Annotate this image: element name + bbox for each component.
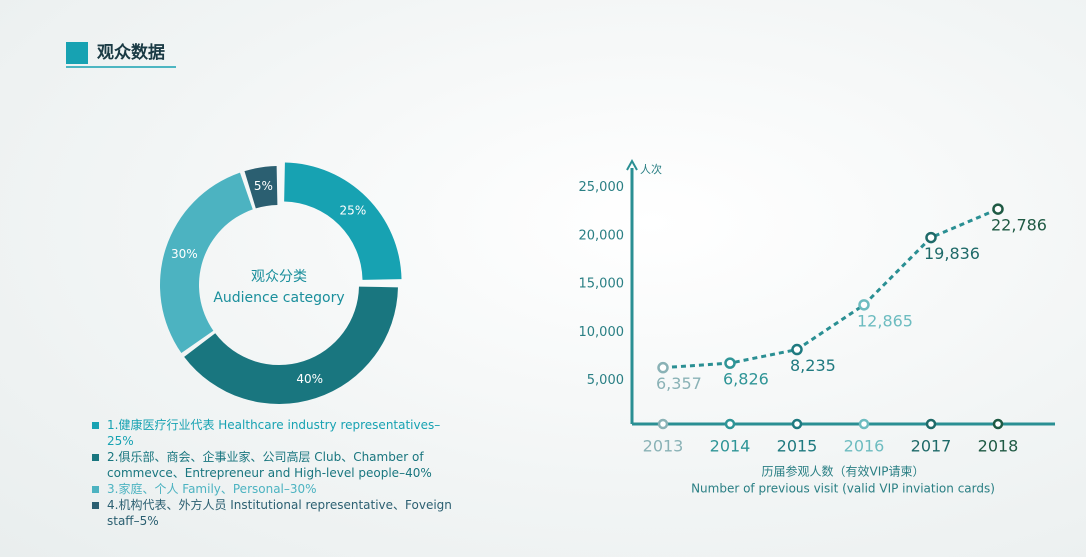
value-label: 6,357	[656, 374, 702, 393]
legend-swatch	[92, 454, 99, 461]
legend-entry: 4.机构代表、外方人员 Institutional representative…	[92, 497, 512, 529]
donut-segment	[284, 162, 402, 280]
x-axis-marker	[724, 418, 736, 430]
x-axis-marker	[791, 418, 803, 430]
x-axis-marker	[925, 418, 937, 430]
data-point	[791, 343, 803, 356]
legend-entry: 3.家庭、个人 Family、Personal–30%	[92, 481, 512, 497]
center-subtitle: Audience category	[213, 290, 344, 306]
legend-text: 3.家庭、个人 Family、Personal–30%	[107, 482, 317, 496]
data-point	[858, 299, 870, 311]
header-icon	[66, 42, 88, 64]
y-tick-label: 20,000	[579, 228, 625, 243]
x-tick-label: 2014	[710, 437, 751, 456]
y-axis-arrow	[626, 158, 638, 171]
value-label: 22,786	[991, 216, 1047, 235]
legend-entry: 2.俱乐部、商会、企事业家、公司高层 Club、Chamber of comme…	[92, 449, 512, 481]
value-label: 6,826	[723, 370, 769, 389]
legend-text: 4.机构代表、外方人员 Institutional representative…	[107, 498, 452, 528]
x-tick-label: 2017	[911, 437, 952, 456]
segment-label: 5%	[254, 179, 273, 193]
legend-entry: 1.健康医疗行业代表 Healthcare industry represent…	[92, 417, 512, 449]
segment-label: 40%	[296, 372, 323, 386]
x-axis-subtitle: Number of previous visit (valid VIP invi…	[691, 482, 995, 496]
x-tick-label: 2018	[978, 437, 1019, 456]
series-line	[662, 207, 999, 370]
legend: 1.健康医疗行业代表 Healthcare industry represent…	[92, 417, 512, 529]
value-label: 19,836	[924, 244, 980, 263]
donut-segment	[160, 172, 253, 354]
y-tick-label: 15,000	[579, 277, 625, 292]
data-point	[724, 357, 736, 369]
legend-swatch	[92, 486, 99, 493]
header-title: 观众数据	[96, 42, 165, 63]
x-axis-marker	[657, 418, 669, 430]
segment-label: 30%	[171, 247, 198, 261]
y-tick-label: 5,000	[587, 373, 624, 388]
y-axis-title: 人次	[640, 162, 662, 176]
center-title: 观众分类	[251, 269, 307, 285]
value-label: 8,235	[790, 356, 836, 375]
segment-label: 25%	[340, 204, 367, 218]
x-axis-title: 历届参观人数（有效VIP请柬）	[762, 464, 925, 479]
data-point	[657, 361, 669, 374]
donut-segment	[244, 166, 278, 209]
legend-text: 2.俱乐部、商会、企事业家、公司高层 Club、Chamber of comme…	[107, 450, 432, 480]
value-label: 12,865	[857, 311, 913, 330]
x-axis-marker	[992, 418, 1004, 430]
data-point	[992, 203, 1004, 215]
x-tick-label: 2013	[643, 437, 684, 456]
y-tick-label: 10,000	[579, 325, 625, 340]
data-point	[925, 231, 937, 244]
x-tick-label: 2016	[844, 437, 885, 456]
legend-swatch	[92, 422, 99, 429]
x-axis-marker	[858, 418, 870, 430]
x-tick-label: 2015	[777, 437, 818, 456]
legend-text: 1.健康医疗行业代表 Healthcare industry represent…	[107, 418, 441, 448]
donut-segment	[184, 286, 398, 405]
y-tick-label: 25,000	[579, 180, 625, 195]
legend-swatch	[92, 502, 99, 509]
